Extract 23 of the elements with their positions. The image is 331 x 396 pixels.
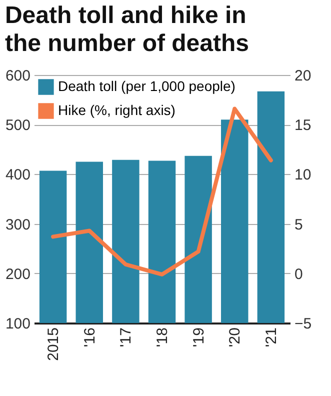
y2-tick-label: 15 bbox=[294, 117, 312, 134]
y-tick-label: 100 bbox=[5, 316, 30, 332]
x-tick-label: '20 bbox=[226, 328, 244, 348]
y-tick-label: 300 bbox=[5, 216, 30, 234]
legend-label: Death toll (per 1,000 people) bbox=[58, 78, 236, 94]
y2-tick-label: 20 bbox=[294, 68, 312, 84]
x-tick-label: 2015 bbox=[45, 328, 62, 361]
x-tick-label: '21 bbox=[262, 328, 280, 348]
chart-title: Death toll and hike in the number of deaths bbox=[4, 2, 250, 57]
y-tick-label: 400 bbox=[5, 166, 30, 184]
y-tick-label: 500 bbox=[5, 117, 30, 134]
y2-tick-label: −5 bbox=[294, 316, 312, 332]
y2-tick-label: 10 bbox=[294, 166, 312, 184]
x-tick-label: '19 bbox=[190, 328, 208, 348]
x-tick-label: '17 bbox=[118, 328, 135, 348]
y-tick-label: 600 bbox=[5, 68, 30, 84]
legend-label: Hike (%, right axis) bbox=[58, 102, 176, 118]
y2-tick-label: 5 bbox=[294, 216, 303, 234]
y2-tick-label: 0 bbox=[294, 266, 303, 283]
line-series bbox=[51, 106, 273, 276]
y-tick-label: 200 bbox=[5, 266, 30, 283]
x-tick-label: '18 bbox=[154, 328, 171, 348]
x-tick-label: '16 bbox=[81, 328, 98, 348]
